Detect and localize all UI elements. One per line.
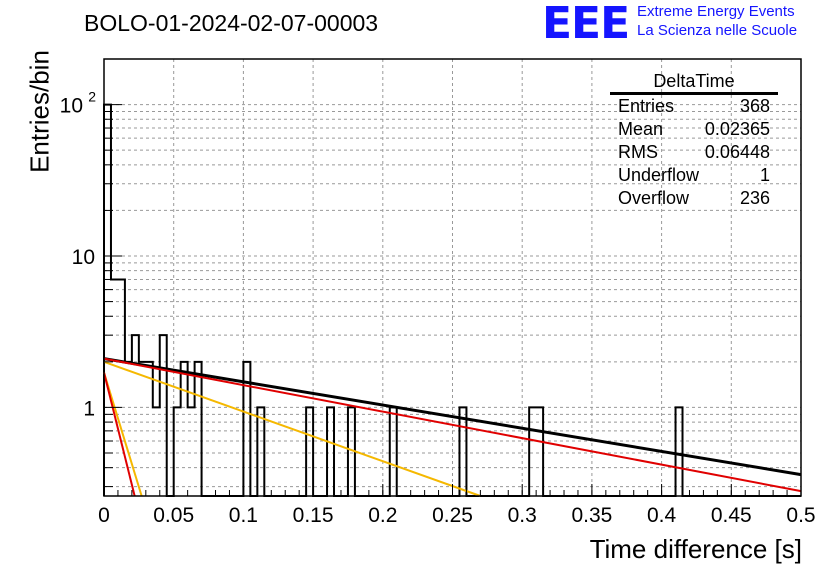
fit-curve-1 <box>103 357 802 493</box>
eee-logo: EEE <box>542 0 630 49</box>
logo-line-2: La Scienza nelle Scuole <box>637 22 798 39</box>
x-tick-label: 0.4 <box>647 504 677 527</box>
fit-curve-4 <box>103 372 136 497</box>
fit-curve-2 <box>103 360 481 497</box>
stats-label: RMS <box>618 142 658 162</box>
stats-row-mean: Mean 0.02365 <box>610 118 778 141</box>
stats-row-rms: RMS 0.06448 <box>610 141 778 164</box>
logo-line-1: Extreme Energy Events <box>637 3 795 20</box>
stats-title: DeltaTime <box>610 70 778 95</box>
stats-row-entries: Entries 368 <box>610 95 778 118</box>
stats-label: Mean <box>618 119 664 139</box>
x-tick-label: 0.05 <box>153 504 194 527</box>
x-tick-label: 0.2 <box>368 504 397 527</box>
y-tick-exponent: 2 <box>88 89 96 105</box>
stats-label: Overflow <box>618 188 690 208</box>
x-axis-label: Time difference [s] <box>589 534 802 564</box>
x-tick-label: 0 <box>98 504 110 527</box>
y-tick-label: 1 <box>83 397 95 420</box>
x-tick-label: 0.35 <box>571 504 612 527</box>
stats-box: DeltaTime Entries 368 Mean 0.02365 RMS 0… <box>610 70 778 210</box>
y-tick-label: 10 <box>60 95 83 118</box>
chart-title: BOLO-01-2024-02-07-00003 <box>84 10 379 36</box>
fit-curve-3 <box>103 372 143 497</box>
stats-label: Entries <box>618 96 675 116</box>
y-tick-label: 10 <box>72 246 95 269</box>
y-axis-label: Entries/bin <box>24 50 55 173</box>
x-tick-label: 0.45 <box>711 504 752 527</box>
x-tick-label: 0.25 <box>432 504 473 527</box>
x-tick-label: 0.1 <box>229 504 258 527</box>
stats-value: 1 <box>759 165 770 185</box>
stats-label: Underflow <box>618 165 700 185</box>
x-tick-label: 0.15 <box>293 504 334 527</box>
stats-value: 368 <box>739 96 770 116</box>
fit-curve-0 <box>103 357 802 477</box>
stats-value: 0.02365 <box>704 119 770 139</box>
stats-row-overflow: Overflow 236 <box>610 187 778 210</box>
stats-row-underflow: Underflow 1 <box>610 164 778 187</box>
x-tick-label: 0.5 <box>786 504 815 527</box>
x-tick-label: 0.3 <box>508 504 537 527</box>
stats-value: 236 <box>739 188 770 208</box>
stats-value: 0.06448 <box>704 142 770 162</box>
